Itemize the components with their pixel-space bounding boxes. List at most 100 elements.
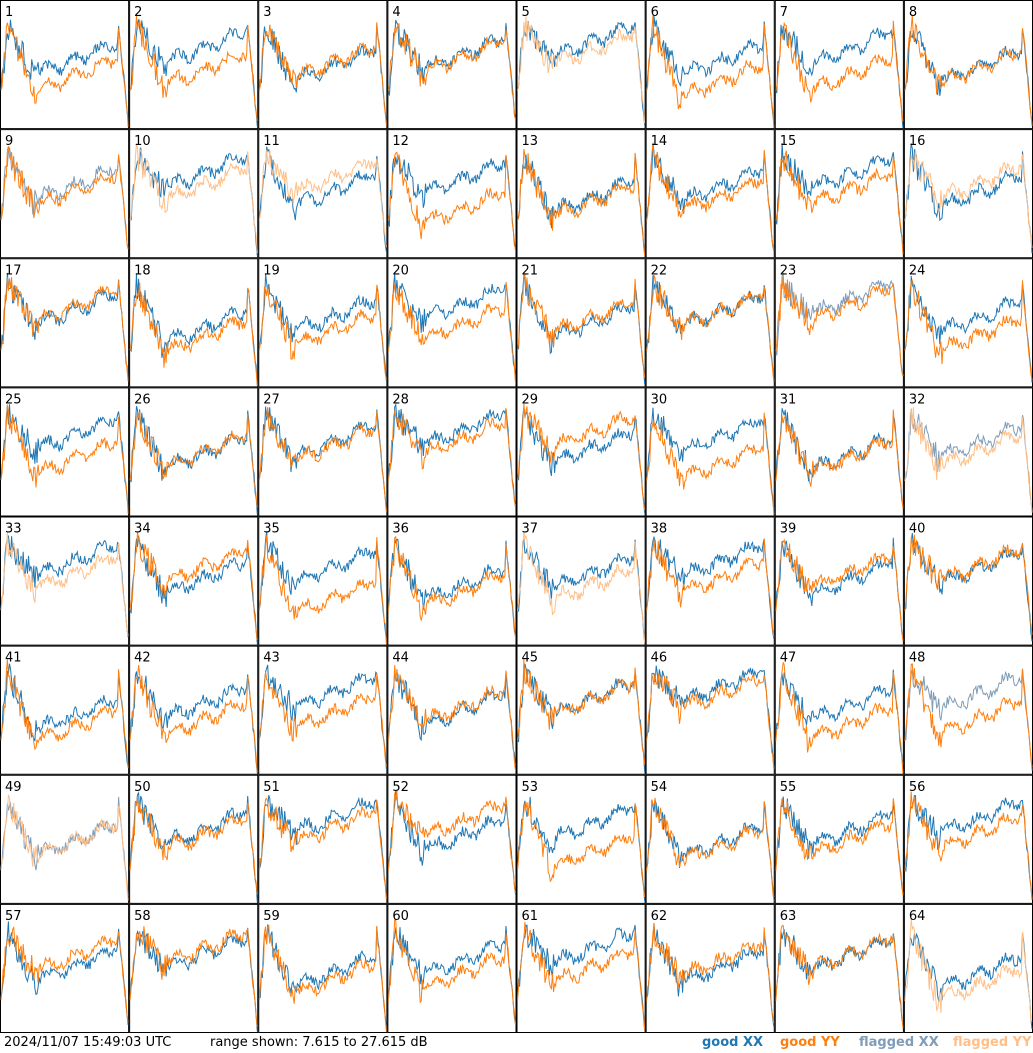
series-yy [646, 142, 775, 250]
panel-14: 14 [645, 129, 775, 259]
panel-frame [387, 0, 517, 130]
panel-frame [774, 387, 904, 517]
series-xx [904, 408, 1033, 512]
series-yy [129, 796, 258, 895]
series-yy [775, 277, 904, 377]
timestamp: 2024/11/07 15:49:03 UTC [4, 1035, 172, 1050]
panel-25: 25 [0, 387, 130, 517]
panel-label: 56 [909, 780, 926, 795]
series-xx [130, 147, 258, 256]
series-xx [775, 929, 904, 1023]
panel-frame [387, 516, 517, 646]
panel-10: 10 [129, 129, 259, 259]
panel-label: 9 [5, 134, 13, 149]
panel-label: 42 [134, 651, 151, 666]
panel-38: 38 [645, 516, 775, 646]
series-xx [0, 147, 129, 250]
panel-22: 22 [645, 258, 775, 388]
series-yy [904, 663, 1033, 768]
series-xx [517, 154, 646, 255]
panel-label: 64 [909, 909, 926, 924]
panel-43: 43 [258, 645, 388, 775]
panel-61: 61 [516, 903, 646, 1033]
panel-label: 21 [522, 263, 539, 278]
panel-label: 8 [909, 5, 917, 20]
panel-label: 30 [651, 392, 668, 407]
panel-label: 18 [134, 263, 151, 278]
panel-frame [516, 645, 646, 775]
panel-label: 44 [392, 651, 409, 666]
series-xx [258, 531, 387, 640]
panel-frame [0, 387, 130, 517]
series-yy [904, 918, 1033, 1022]
series-yy [387, 665, 516, 771]
panel-frame [903, 645, 1033, 775]
panel-label: 63 [780, 909, 797, 924]
series-yy [0, 404, 129, 514]
series-yy [646, 538, 775, 637]
panel-33: 33 [0, 516, 130, 646]
panel-label: 13 [522, 134, 539, 149]
series-xx [904, 932, 1033, 1030]
series-yy [387, 23, 516, 120]
panel-frame [258, 0, 388, 130]
series-xx [387, 790, 516, 895]
panel-55: 55 [774, 774, 904, 904]
series-yy [904, 279, 1033, 381]
panel-45: 45 [516, 645, 646, 775]
series-yy [258, 671, 387, 767]
panel-label: 35 [263, 522, 280, 537]
series-yy [775, 538, 904, 641]
panel-label: 22 [651, 263, 668, 278]
panel-frame [645, 903, 775, 1033]
panel-64: 64 [903, 903, 1033, 1033]
panel-41: 41 [0, 645, 130, 775]
series-yy [775, 20, 904, 122]
panel-frame [774, 129, 904, 259]
series-yy [646, 15, 775, 128]
legend-good-xx: good XX [702, 1035, 764, 1050]
panel-frame [516, 387, 646, 517]
series-yy [904, 407, 1033, 513]
series-yy [258, 534, 387, 645]
series-xx [517, 538, 646, 643]
legend-flagged-yy: flagged YY [953, 1035, 1032, 1050]
panel-19: 19 [258, 258, 388, 388]
series-xx [129, 791, 258, 903]
panel-label: 51 [263, 780, 280, 795]
panel-3: 3 [258, 0, 388, 130]
series-xx [258, 273, 387, 382]
panel-46: 46 [645, 645, 775, 775]
panel-frame [0, 645, 130, 775]
series-xx [129, 535, 258, 644]
panel-frame [258, 774, 388, 904]
series-yy [904, 791, 1033, 900]
panel-47: 47 [774, 645, 904, 775]
panel-frame [258, 516, 388, 646]
series-xx [129, 19, 258, 127]
series-yy [387, 535, 516, 639]
panel-label: 28 [392, 392, 409, 407]
panel-label: 62 [651, 909, 668, 924]
panel-1: 1 [0, 0, 130, 130]
panel-frame [774, 258, 904, 388]
series-yy [517, 922, 646, 1030]
series-yy [517, 149, 646, 256]
panel-frame [645, 645, 775, 775]
series-yy [775, 798, 904, 896]
series-yy [646, 672, 775, 769]
panel-9: 9 [0, 129, 130, 259]
series-xx [517, 21, 646, 126]
panel-44: 44 [387, 645, 517, 775]
panel-7: 7 [774, 0, 904, 130]
series-yy [0, 22, 129, 127]
series-yy [387, 151, 516, 252]
panel-label: 39 [780, 522, 797, 537]
series-xx [387, 538, 516, 637]
panel-label: 41 [5, 651, 22, 666]
series-yy [258, 924, 387, 1032]
panel-frame [0, 258, 130, 388]
series-xx [646, 275, 775, 380]
panel-12: 12 [387, 129, 517, 259]
